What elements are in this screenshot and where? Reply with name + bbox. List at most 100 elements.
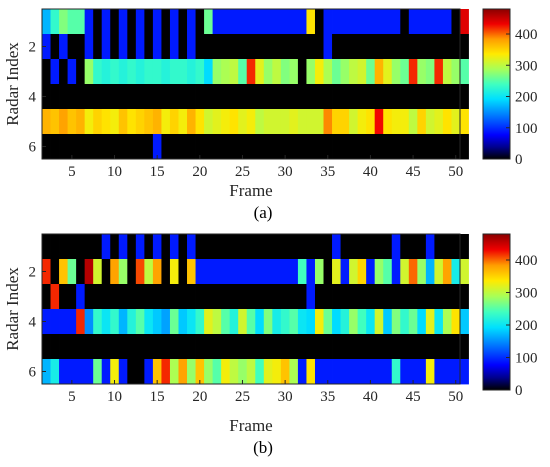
x-tick-label: 10 [107, 389, 122, 405]
heatmap-cell [246, 309, 256, 335]
heatmap-cell [263, 34, 273, 60]
heatmap-cell [374, 359, 384, 385]
heatmap-cell [67, 309, 77, 335]
x-tick-label: 20 [192, 164, 207, 180]
heatmap-cell [289, 259, 299, 285]
heatmap-cell [255, 9, 265, 35]
heatmap-cell [357, 234, 367, 260]
heatmap-cell [255, 309, 265, 335]
heatmap-cell [442, 284, 452, 310]
heatmap-cell [383, 34, 393, 60]
heatmap-cell [349, 309, 359, 335]
heatmap-cell [297, 84, 307, 110]
heatmap-cell [212, 359, 222, 385]
heatmap-cell [221, 234, 231, 260]
heatmap-cell [255, 109, 265, 135]
heatmap-cell [59, 334, 68, 360]
heatmap-cell [229, 309, 239, 335]
heatmap-cell [67, 109, 77, 135]
heatmap-cell [280, 9, 290, 35]
heatmap-cell [135, 59, 145, 85]
heatmap-cell [366, 284, 376, 310]
heatmap-cell [144, 134, 154, 160]
heatmap-cell [297, 109, 307, 135]
heatmap-cell [280, 309, 290, 335]
heatmap-cell [101, 259, 111, 285]
heatmap-cell [169, 134, 179, 160]
heatmap-cell [229, 284, 239, 310]
heatmap-cell [442, 9, 452, 35]
heatmap-cell [417, 359, 427, 385]
heatmap-cell [451, 259, 461, 285]
heatmap-cell [408, 34, 418, 60]
heatmap-cell [434, 259, 444, 285]
heatmap-cell [306, 234, 316, 260]
heatmap-cell [93, 234, 103, 260]
heatmap-cell [50, 134, 60, 160]
heatmap-cell [451, 334, 461, 360]
heatmap-cell [50, 284, 60, 310]
heatmap-cell [178, 84, 188, 110]
heatmap-cell [417, 234, 427, 260]
heatmap-cell [195, 84, 205, 110]
heatmap-cell [84, 109, 94, 135]
heatmap-cell [425, 359, 435, 385]
heatmap-cell [50, 34, 60, 60]
heatmap-cell [93, 34, 103, 60]
heatmap-cell [289, 134, 299, 160]
heatmap-cell [425, 234, 435, 260]
heatmap-cell [118, 34, 128, 60]
heatmap-cell [246, 259, 256, 285]
heatmap-cell [306, 259, 316, 285]
heatmap-cell [349, 9, 359, 35]
heatmap-cell [42, 34, 51, 60]
heatmap-cell [280, 134, 290, 160]
heatmap-cell [340, 134, 350, 160]
colorbar-b: 0 100 200 300 400 [482, 233, 538, 399]
heatmap-cell [50, 109, 60, 135]
y-tick-label: 2 [29, 40, 37, 56]
heatmap-cell [152, 309, 162, 335]
heatmap-cell [357, 59, 367, 85]
heatmap-cell [332, 84, 341, 110]
heatmap-cell [135, 259, 145, 285]
heatmap-cell [332, 259, 341, 285]
heatmap-cell [400, 34, 410, 60]
heatmap-cell [212, 334, 222, 360]
heatmap-cell [67, 259, 77, 285]
heatmap-cell [349, 334, 359, 360]
heatmap-cell [417, 109, 427, 135]
heatmap-cell [340, 84, 350, 110]
heatmap-cell [93, 84, 103, 110]
x-tick-label: 30 [278, 164, 293, 180]
heatmap-cell [178, 34, 188, 60]
heatmap-cell [272, 9, 282, 35]
heatmap-cell [460, 59, 469, 85]
heatmap-cell [152, 284, 162, 310]
heatmap-cell [195, 309, 205, 335]
heatmap-cell [84, 284, 94, 310]
heatmap-cell [59, 359, 68, 385]
heatmap-cell [118, 284, 128, 310]
heatmap-cell [280, 359, 290, 385]
heatmap-cell [238, 234, 248, 260]
heatmap-cell [144, 334, 154, 360]
heatmap-cell [84, 134, 94, 160]
heatmap-cell [332, 359, 341, 385]
heatmap-cell [195, 234, 205, 260]
heatmap-cell [76, 359, 86, 385]
heatmap-cell [314, 309, 324, 335]
heatmap-cell [255, 359, 265, 385]
heatmap-cell [323, 9, 333, 35]
heatmap-cell [110, 34, 120, 60]
heatmap-cell [212, 309, 222, 335]
x-tick-label: 25 [235, 164, 250, 180]
heatmap-cell [42, 259, 51, 285]
heatmap-cell [118, 234, 128, 260]
heatmap-cell [263, 109, 273, 135]
colorbar-tick-label: 200 [515, 90, 538, 106]
heatmap-cell [451, 284, 461, 310]
heatmap-cell [110, 309, 120, 335]
heatmap-cell [451, 9, 461, 35]
